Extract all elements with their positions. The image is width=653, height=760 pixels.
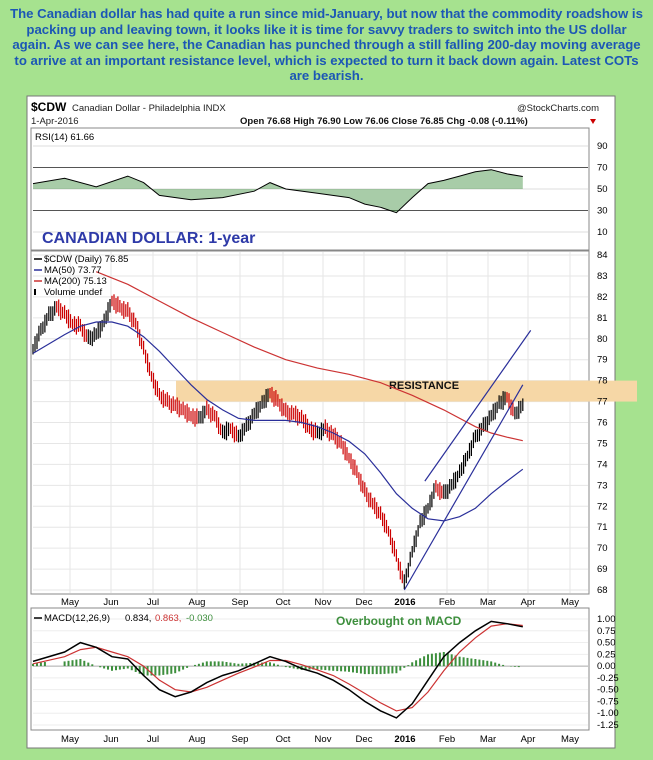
month-tick-top: Feb [439,597,455,608]
price-axis: 84 83 82 81 80 79 78 77 76 75 74 73 72 71 70 69 68 [597,250,608,596]
quote-line: Open 76.68 High 76.90 Low 76.06 Close 76… [240,116,528,127]
month-tick-bottom: Dec [356,734,373,745]
month-tick-bottom: May [61,734,79,745]
price-tick-label: 71 [597,522,608,533]
rsi-axis: 90 70 50 30 10 [33,141,608,238]
price-tick-label: 76 [597,418,608,429]
month-tick-top: Jul [147,597,159,608]
price-tick-label: 78 [597,376,608,387]
month-tick-bottom: 2016 [394,734,415,745]
month-tick-top: Nov [315,597,332,608]
month-tick-top: May [61,597,79,608]
price-tick-label: 73 [597,480,608,491]
price-tick-label: 70 [597,543,608,554]
rsi-plot [32,169,523,214]
rsi-tick-label: 10 [597,227,608,238]
month-tick-top: May [561,597,579,608]
legend-volume: Volume undef [44,287,102,298]
price-tick-label: 68 [597,585,608,596]
rsi-tick-label: 70 [597,163,608,174]
source-label: @StockCharts.com [517,103,599,114]
macd-tick-label: 1.00 [597,614,616,625]
month-tick-bottom: Oct [276,734,291,745]
rsi-tick-label: 90 [597,141,608,152]
price-title: CANADIAN DOLLAR: 1-year [42,230,255,247]
month-tick-bottom: Aug [189,734,206,745]
month-tick-top: Dec [356,597,373,608]
month-tick-bottom: Nov [315,734,332,745]
channel-lower-line [403,384,524,591]
month-tick-top: 2016 [394,597,415,608]
legend-hist-value: -0.030 [186,613,213,624]
price-tick-label: 77 [597,397,608,408]
month-tick-bottom: Feb [439,734,455,745]
rsi-tick-label: 50 [597,184,608,195]
month-tick-top: Mar [480,597,496,608]
resistance-label: RESISTANCE [389,380,459,392]
month-tick-bottom: Apr [521,734,536,745]
price-tick-label: 74 [597,459,608,470]
macd-tick-label: 0.00 [597,661,616,672]
price-tick-label: 82 [597,292,608,303]
macd-tick-label: 0.75 [597,626,616,637]
legend-signal-value: 0.863, [155,613,181,624]
price-tick-label: 81 [597,313,608,324]
rsi-fill [33,169,523,213]
price-tick-label: 83 [597,271,608,282]
month-tick-bottom: Mar [480,734,496,745]
ma200-line [95,271,523,442]
legend-volume-swatch [34,289,36,295]
macd-tick-label: -1.25 [597,720,619,731]
macd-tick-label: -0.25 [597,673,619,684]
month-tick-top: Jun [103,597,118,608]
month-tick-bottom: Jun [103,734,118,745]
macd-annotation: Overbought on MACD [336,614,462,628]
macd-tick-label: 0.25 [597,649,616,660]
macd-tick-label: 0.50 [597,638,616,649]
legend-macd-value: 0.834, [125,613,151,624]
instrument-name: Canadian Dollar - Philadelphia INDX [72,103,226,114]
commentary-text: The Canadian dollar has had quite a run … [10,6,643,84]
price-tick-label: 79 [597,355,608,366]
rsi-legend: RSI(14) 61.66 [35,132,94,143]
channel-upper-line [424,330,532,482]
price-tick-label: 69 [597,564,608,575]
macd-line [32,620,523,719]
price-tick-label: 75 [597,438,608,449]
macd-legend: MACD(12,26,9) 0.834, 0.863, -0.030 [34,613,213,624]
legend-ma200: MA(200) 75.13 [44,276,107,287]
rsi-line [32,169,523,214]
rsi-tick-label: 30 [597,206,608,217]
legend-macd-name: MACD(12,26,9) [44,613,110,624]
macd-tick-label: -0.75 [597,696,619,707]
macd-plot [32,620,523,719]
month-tick-bottom: May [561,734,579,745]
macd-axis: 1.000.750.500.250.00-0.25-0.50-0.75-1.00… [33,614,619,731]
price-tick-label: 80 [597,334,608,345]
down-arrow-icon [590,119,596,124]
price-plot [32,271,532,591]
month-tick-bottom: Jul [147,734,159,745]
date-label: 1-Apr-2016 [31,116,79,127]
symbol-label: $CDW [31,100,67,114]
macd-tick-label: -0.50 [597,685,619,696]
macd-tick-label: -1.00 [597,708,619,719]
price-tick-label: 72 [597,501,608,512]
month-tick-bottom: Sep [232,734,249,745]
macd-signal-line [32,623,523,712]
month-tick-top: Sep [232,597,249,608]
legend-price: $CDW (Daily) 76.85 [44,254,128,265]
legend-ma50: MA(50) 73.77 [44,265,102,276]
month-tick-top: Aug [189,597,206,608]
price-legend: $CDW (Daily) 76.85 MA(50) 73.77 MA(200) … [34,254,128,298]
month-tick-top: Oct [276,597,291,608]
month-tick-top: Apr [521,597,536,608]
month-axis-top: May Jun Jul Aug Sep Oct Nov Dec 2016 Feb Mar Apr May [61,597,579,608]
price-tick-label: 84 [597,250,608,261]
month-axis-bottom: May Jun Jul Aug Sep Oct Nov Dec 2016 Feb Mar Apr May [61,734,579,745]
